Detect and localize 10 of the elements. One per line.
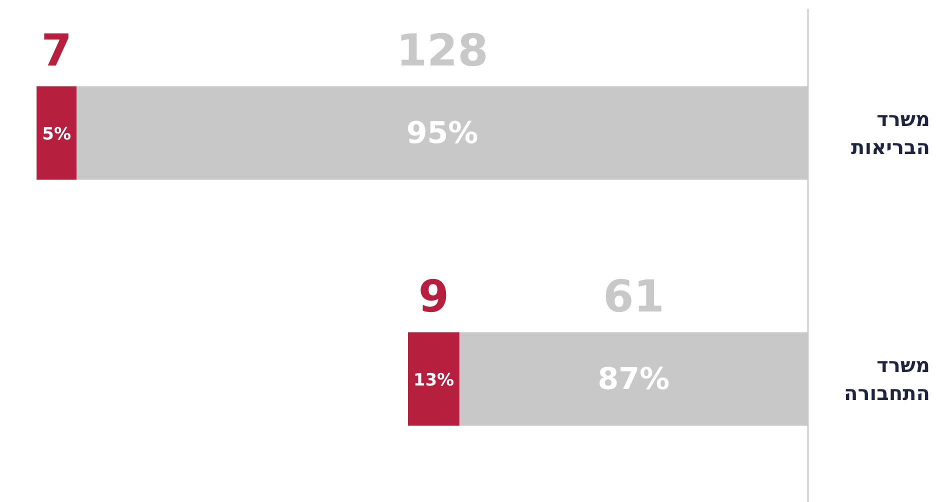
annotation: 5% [42,124,72,144]
data-label: 7 [41,26,72,77]
annotation: 13% [413,370,454,390]
data-label: 9 [418,272,450,323]
y-tick-label: משרד התחבורה [843,352,930,407]
bar [36,86,77,180]
bar [76,86,808,180]
y-tick-label: משרד הבריאות [850,106,930,161]
bar [459,332,808,426]
bar [408,332,460,426]
